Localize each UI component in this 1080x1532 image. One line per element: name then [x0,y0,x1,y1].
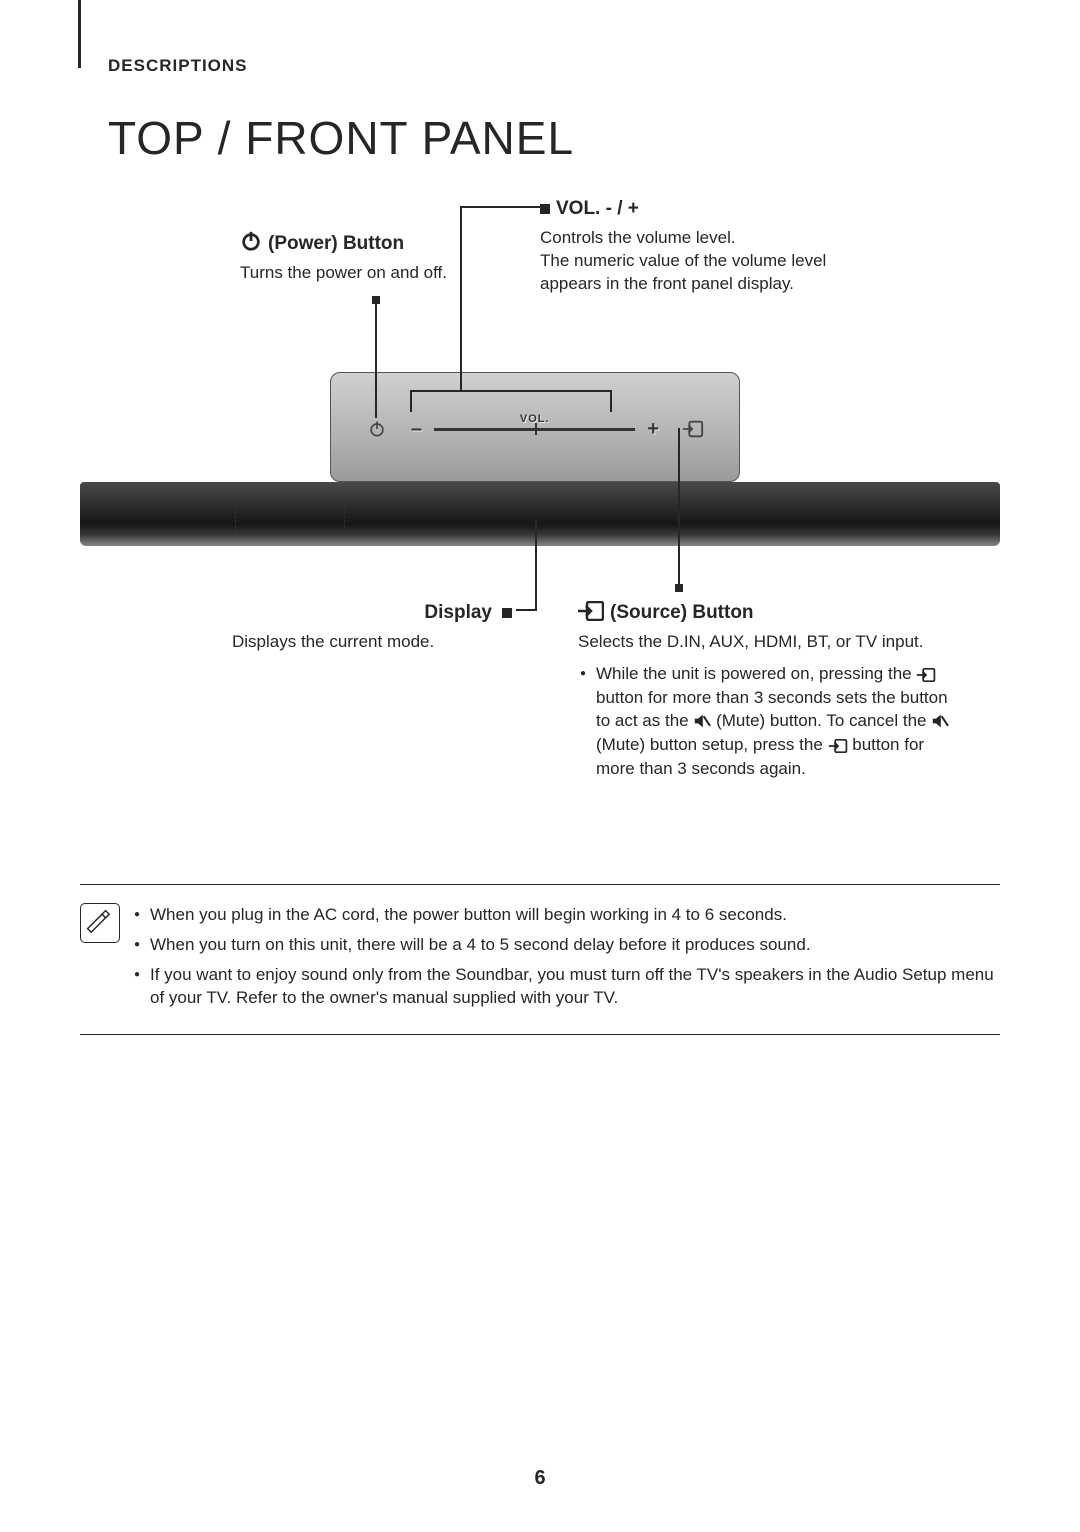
callout-source-heading-text: (Source) Button [610,600,754,627]
leader-power-end [372,296,380,304]
page-number: 6 [534,1464,545,1492]
callout-source: (Source) Button Selects the D.IN, AUX, H… [578,600,958,783]
callout-display-body: Displays the current mode. [232,631,512,654]
source-icon [828,735,848,754]
leader-vol-h [460,206,544,208]
page-title: TOP / FRONT PANEL [108,106,1000,170]
square-bullet-icon [502,608,512,618]
page: DESCRIPTIONS TOP / FRONT PANEL (Power) B… [0,0,1080,1532]
panel-vol-minus: – [411,415,422,443]
diagram-area: (Power) Button Turns the power on and of… [80,200,1000,850]
leader-vol-v1 [460,206,462,390]
panel-vol-tick [535,423,537,435]
front-display-box [235,506,345,532]
leader-source-end [675,584,683,592]
mute-icon [931,711,949,730]
soundbar-bottom [80,524,1000,546]
note-item: When you plug in the AC cord, the power … [134,903,1000,927]
device-illustration: – VOL. + [80,460,1000,550]
callout-source-bullet: While the unit is powered on, pressing t… [578,662,958,781]
callout-power-heading: (Power) Button [240,230,490,258]
control-row: – VOL. + [361,409,709,449]
callout-source-bullet-item: While the unit is powered on, pressing t… [578,662,958,781]
callout-volume: VOL. - / + Controls the volume level. Th… [540,196,880,295]
left-margin-marker [78,0,81,68]
leader-display-v [535,518,537,611]
power-icon [240,230,262,258]
notes-text: When you plug in the AC cord, the power … [134,903,1000,1016]
note-item: When you turn on this unit, there will b… [134,933,1000,957]
note-item: If you want to enjoy sound only from the… [134,963,1000,1011]
panel-vol-bar: VOL. [434,428,635,431]
leader-vol-v2 [410,390,610,392]
mute-icon [693,711,711,730]
callout-display: Display Displays the current mode. [232,600,512,654]
notes-block: When you plug in the AC cord, the power … [80,884,1000,1035]
callout-source-heading: (Source) Button [578,600,958,627]
panel-vol-plus: + [647,415,659,443]
callout-volume-heading: VOL. - / + [540,196,880,223]
callout-source-body-intro: Selects the D.IN, AUX, HDMI, BT, or TV i… [578,631,958,654]
callout-volume-body: Controls the volume level. The numeric v… [540,227,880,296]
leader-power [375,300,377,418]
callout-power: (Power) Button Turns the power on and of… [240,230,490,285]
source-icon [916,664,936,683]
soundbar-top [80,482,1000,524]
callout-volume-heading-text: VOL. - / + [556,196,639,223]
note-icon [80,903,120,943]
leader-display-h [516,609,536,611]
section-label: DESCRIPTIONS [108,54,1000,78]
callout-display-heading: Display [232,600,512,627]
leader-source-v [678,428,680,588]
callout-power-heading-text: (Power) Button [268,231,404,258]
panel-power-icon [361,413,393,445]
source-icon [578,600,604,627]
leader-vol-v3 [410,390,412,412]
callout-power-body: Turns the power on and off. [240,262,490,285]
panel-source-icon [677,413,709,445]
leader-vol-v4 [610,390,612,412]
callout-display-heading-text: Display [424,600,492,627]
